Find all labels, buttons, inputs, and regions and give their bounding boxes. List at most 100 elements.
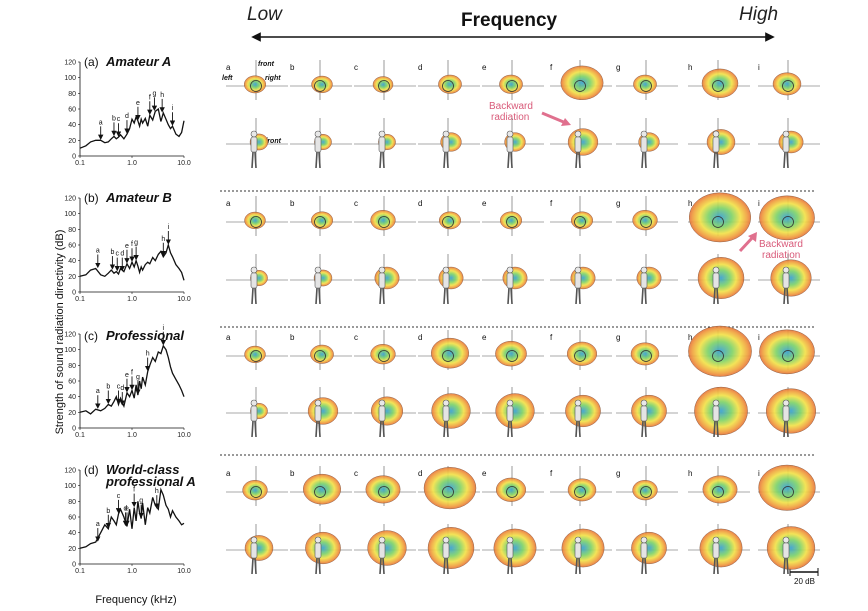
head-ring-icon (506, 216, 518, 228)
column-label: c (354, 63, 358, 72)
front-label-bottom: front (265, 138, 282, 145)
annotation-arrowhead-b (748, 232, 757, 242)
head-ring-icon (314, 80, 326, 92)
y-axis-title: Strength of sound radiation directivity … (54, 230, 66, 435)
player-figure-icon (712, 266, 720, 305)
player-figure-icon (782, 266, 790, 305)
pattern-column-e: e (482, 60, 544, 169)
y-tick-label: 120 (64, 196, 76, 203)
radiation-balloon-side (631, 394, 667, 428)
radiation-balloon-side (561, 528, 605, 568)
x-tick-label: 0.1 (75, 160, 85, 167)
head-ring-icon (782, 486, 794, 498)
player-figure-icon (378, 266, 386, 305)
radiation-balloon-top (438, 74, 462, 94)
panel-letter: (a) (84, 55, 99, 69)
y-tick-label: 60 (68, 515, 76, 522)
column-label: e (482, 63, 487, 72)
radiation-balloon-side (570, 266, 596, 290)
player-figure-icon (712, 536, 720, 575)
pattern-column-a: a (226, 330, 288, 438)
mark-label: c (117, 493, 121, 500)
radiation-balloon-side (371, 396, 404, 426)
head-ring-icon (250, 486, 262, 498)
radiation-balloon-top (370, 210, 396, 231)
player-figure-icon (782, 130, 790, 169)
radiation-balloon-side (770, 259, 812, 297)
y-tick-label: 0 (72, 562, 76, 569)
right-label: right (265, 75, 281, 82)
head-ring-icon (442, 486, 454, 498)
y-tick-label: 40 (68, 530, 76, 537)
column-label: e (482, 199, 487, 208)
head-ring-icon (574, 80, 586, 92)
x-tick-label: 0.1 (75, 296, 85, 303)
y-tick-label: 80 (68, 227, 76, 234)
mark-label: e (125, 372, 129, 379)
head-ring-icon (782, 80, 794, 92)
pattern-column-d: d (418, 466, 480, 575)
player-figure-icon (442, 536, 450, 575)
radiation-balloon-top (567, 478, 597, 502)
directivity-curve (79, 487, 185, 549)
mark-label: f (149, 94, 151, 101)
radiation-balloon-side (431, 393, 471, 429)
column-label: h (688, 63, 692, 72)
column-label: g (616, 469, 620, 478)
radiation-balloon-top (431, 337, 470, 369)
column-label: i (758, 199, 760, 208)
head-ring-icon (782, 216, 794, 228)
column-label: h (688, 333, 692, 342)
mark-label: i (168, 224, 170, 231)
directivity-curve (79, 242, 185, 281)
player-figure-icon (250, 130, 258, 169)
head-ring-icon (442, 350, 454, 362)
mark-label: a (96, 521, 100, 528)
panel-title: Amateur A (105, 54, 171, 69)
pattern-column-e: e (482, 330, 544, 438)
mark-label: d (120, 385, 124, 392)
column-label: f (550, 199, 553, 208)
head-ring-icon (378, 80, 390, 92)
pattern-column-c: c (354, 330, 416, 438)
mark-label: e (125, 505, 129, 512)
y-tick-label: 20 (68, 138, 76, 145)
radiation-balloon-top (370, 344, 396, 365)
panel-title-line2: professional A (105, 474, 196, 489)
mark-label: c (115, 251, 119, 258)
radiation-balloon-top (759, 329, 815, 375)
column-label: a (226, 333, 231, 342)
pattern-column-d: d (418, 330, 480, 438)
y-tick-label: 80 (68, 499, 76, 506)
y-tick-label: 80 (68, 91, 76, 98)
radiation-balloon-top (633, 74, 657, 94)
pattern-column-c: c (354, 466, 416, 575)
head-ring-icon (314, 350, 326, 362)
y-tick-label: 60 (68, 107, 76, 114)
mark-label: c (117, 116, 121, 123)
pattern-column-g: g (616, 60, 678, 169)
pattern-column-b: b (290, 196, 352, 305)
head-ring-icon (378, 350, 390, 362)
panel-title: Amateur B (105, 190, 172, 205)
player-figure-icon (640, 536, 648, 575)
pattern-column-b: b (290, 60, 352, 169)
scale-bar-label: 20 dB (794, 577, 815, 586)
radiation-balloon-side (567, 128, 599, 156)
head-ring-icon (640, 486, 652, 498)
x-tick-label: 1.0 (127, 296, 137, 303)
mark-label: d (125, 113, 129, 120)
annotation-backward-a-1: Backward (489, 101, 533, 112)
radiation-balloon-side (565, 394, 601, 428)
y-tick-label: 20 (68, 546, 76, 553)
player-figure-icon (314, 266, 322, 305)
radiation-balloon-side (495, 393, 535, 429)
y-tick-label: 100 (64, 347, 76, 354)
column-label: a (226, 469, 231, 478)
player-figure-icon (442, 399, 450, 438)
mark-label: h (161, 236, 165, 243)
head-ring-icon (250, 350, 262, 362)
